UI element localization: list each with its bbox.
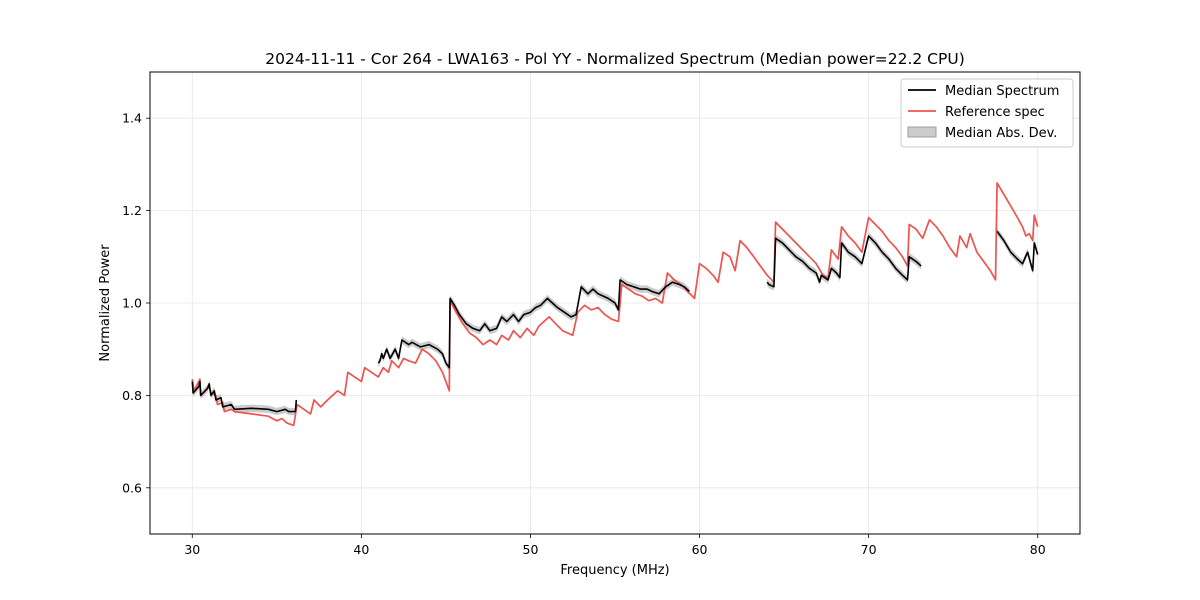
reference-spec-series (191, 182, 1039, 427)
y-axis-label: Normalized Power (98, 244, 113, 362)
median-spectrum-line (191, 380, 298, 413)
median-spectrum-line (996, 230, 1039, 272)
mad-band-segment (192, 377, 297, 416)
x-tick-label: 80 (1030, 542, 1046, 557)
x-tick-label: 70 (861, 542, 877, 557)
legend-box (900, 78, 1074, 148)
median-spectrum-series (191, 230, 1039, 413)
chart-title: 2024-11-11 - Cor 264 - LWA163 - Pol YY -… (265, 50, 965, 68)
x-axis-ticks: 30 40 50 60 70 80 (184, 534, 1046, 557)
x-tick-label: 40 (353, 542, 369, 557)
median-spectrum-line (766, 235, 922, 288)
legend-mad-label: Median Abs. Dev. (945, 126, 1057, 141)
median-spectrum-line (377, 279, 690, 369)
x-axis-label: Frequency (MHz) (560, 563, 669, 578)
x-tick-label: 50 (523, 542, 539, 557)
y-tick-label: 1.0 (122, 296, 142, 311)
x-tick-label: 60 (692, 542, 708, 557)
legend-mad-swatch (907, 126, 937, 138)
reference-spec-line (191, 182, 1039, 427)
y-tick-label: 1.4 (122, 111, 142, 126)
legend: Median Spectrum Reference spec Median Ab… (900, 78, 1074, 148)
x-tick-label: 30 (184, 542, 200, 557)
legend-median-label: Median Spectrum (945, 84, 1059, 99)
y-tick-label: 1.2 (122, 203, 142, 218)
y-tick-label: 0.8 (122, 388, 142, 403)
y-axis-ticks: 0.6 0.8 1.0 1.2 1.4 (122, 111, 150, 495)
y-tick-label: 0.6 (122, 480, 142, 495)
legend-reference-label: Reference spec (945, 105, 1045, 120)
